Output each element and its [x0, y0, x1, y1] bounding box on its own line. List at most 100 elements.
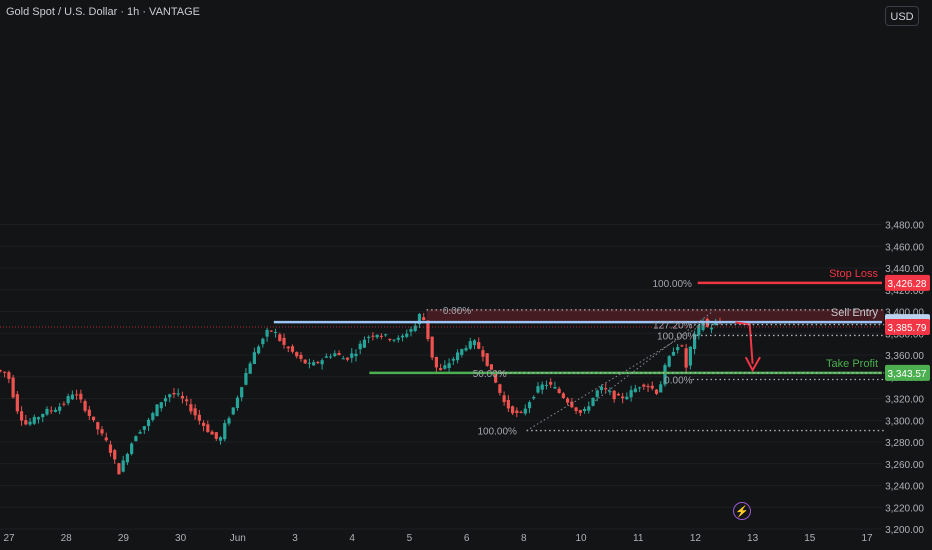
candle-body: [53, 409, 58, 412]
x-tick-label: 11: [633, 533, 644, 544]
candle-body: [231, 407, 235, 415]
fib-levels: 0.00%127.20%100.00%50.00%0.00%100.00%100…: [426, 279, 885, 438]
candle-body: [193, 408, 197, 416]
x-tick-label: 4: [349, 533, 355, 544]
candle-body: [58, 406, 62, 411]
candle-body: [578, 410, 582, 413]
x-tick-label: 28: [61, 533, 73, 544]
candle-body: [197, 414, 201, 421]
candle-body: [692, 333, 697, 349]
candle-body: [28, 421, 32, 425]
candle-body: [481, 350, 485, 357]
candle-body: [189, 404, 193, 412]
candle-body: [295, 352, 299, 357]
chart-title: Gold Spot / U.S. Dollar · 1h · VANTAGE: [6, 6, 200, 18]
candle-body: [460, 349, 464, 355]
candle-body: [261, 338, 265, 345]
candle-body: [328, 356, 333, 358]
candle-body: [130, 443, 134, 454]
x-tick-label: 5: [407, 533, 413, 544]
candle-body: [159, 402, 163, 409]
candle-body: [489, 364, 494, 370]
candle-body: [595, 390, 599, 397]
candle-body: [41, 413, 45, 418]
currency-button[interactable]: USD: [885, 6, 919, 26]
candle-body: [113, 450, 117, 460]
candle-body: [494, 373, 498, 383]
y-tick-label: 3,420.00: [885, 286, 924, 297]
candle-body: [532, 397, 536, 399]
candle-body: [337, 353, 341, 356]
candle-body: [15, 394, 19, 412]
candle-body: [549, 382, 553, 385]
candle-body: [273, 331, 278, 333]
candle-body: [642, 384, 646, 387]
candle-body: [108, 444, 113, 453]
y-tick-label: 3,480.00: [885, 221, 924, 232]
candle-body: [553, 387, 557, 389]
candle-body: [557, 388, 561, 393]
candle-body: [659, 384, 663, 393]
candle-body: [498, 384, 502, 393]
candle-body: [168, 394, 172, 398]
x-tick-label: 13: [747, 533, 759, 544]
y-tick-label: 3,300.00: [885, 416, 924, 427]
candle-body: [515, 410, 519, 413]
candle-body: [477, 342, 481, 349]
candle-body: [142, 426, 146, 430]
candle-body: [163, 398, 168, 402]
y-tick-label: 3,440.00: [885, 264, 924, 275]
candle-body: [307, 362, 312, 364]
x-tick-label: 12: [690, 533, 702, 544]
candle-body: [443, 365, 447, 369]
price-tag-label: 3,385.79: [888, 323, 927, 334]
candle-body: [667, 356, 671, 367]
candle-body: [709, 327, 714, 330]
candle-body: [388, 338, 392, 340]
candle-body: [384, 334, 388, 336]
candle-body: [7, 372, 11, 379]
candle-body: [201, 422, 206, 426]
candle-body: [312, 362, 316, 366]
candle-body: [468, 341, 472, 349]
candle-body: [472, 340, 477, 346]
x-tick-label: 8: [521, 533, 527, 544]
time-axis[interactable]: 27 28 29 30 Jun 3 4 5 6 8 10 11 12 13 15 17: [3, 533, 873, 544]
candle-body: [269, 330, 273, 332]
candle-body: [66, 396, 70, 404]
candle-body: [19, 411, 24, 421]
candle-body: [345, 357, 350, 360]
candle-body: [671, 351, 676, 356]
candle-body: [341, 358, 345, 360]
candle-body: [633, 388, 637, 393]
candle-body: [180, 395, 185, 399]
candle-body: [451, 358, 455, 361]
candle-body: [248, 363, 252, 374]
candle-body: [79, 393, 83, 400]
zone-layer: [426, 309, 885, 323]
candle-body: [362, 339, 367, 348]
y-tick-label: 3,220.00: [885, 503, 924, 514]
candle-body: [121, 460, 125, 472]
candle-body: [379, 335, 383, 337]
y-tick-label: 3,400.00: [885, 308, 924, 319]
candle-body: [701, 321, 705, 330]
candle-body: [536, 386, 540, 393]
candle-body: [96, 422, 100, 430]
candle-body: [244, 372, 248, 385]
candle-body: [176, 393, 180, 395]
take-profit-label: Take Profit: [826, 358, 878, 370]
y-tick-label: 3,280.00: [885, 438, 924, 449]
x-tick-label: 6: [464, 533, 470, 544]
fib-label: 50.00%: [473, 369, 507, 380]
candle-body: [519, 411, 523, 413]
candle-body: [612, 390, 616, 400]
x-tick-label: 10: [575, 533, 587, 544]
x-tick-label: 29: [118, 533, 130, 544]
lightning-bolt-icon[interactable]: ⚡: [733, 502, 751, 520]
candle-body: [36, 417, 41, 420]
candle-body: [663, 365, 667, 385]
candle-body: [582, 408, 587, 412]
candle-body: [591, 397, 595, 406]
